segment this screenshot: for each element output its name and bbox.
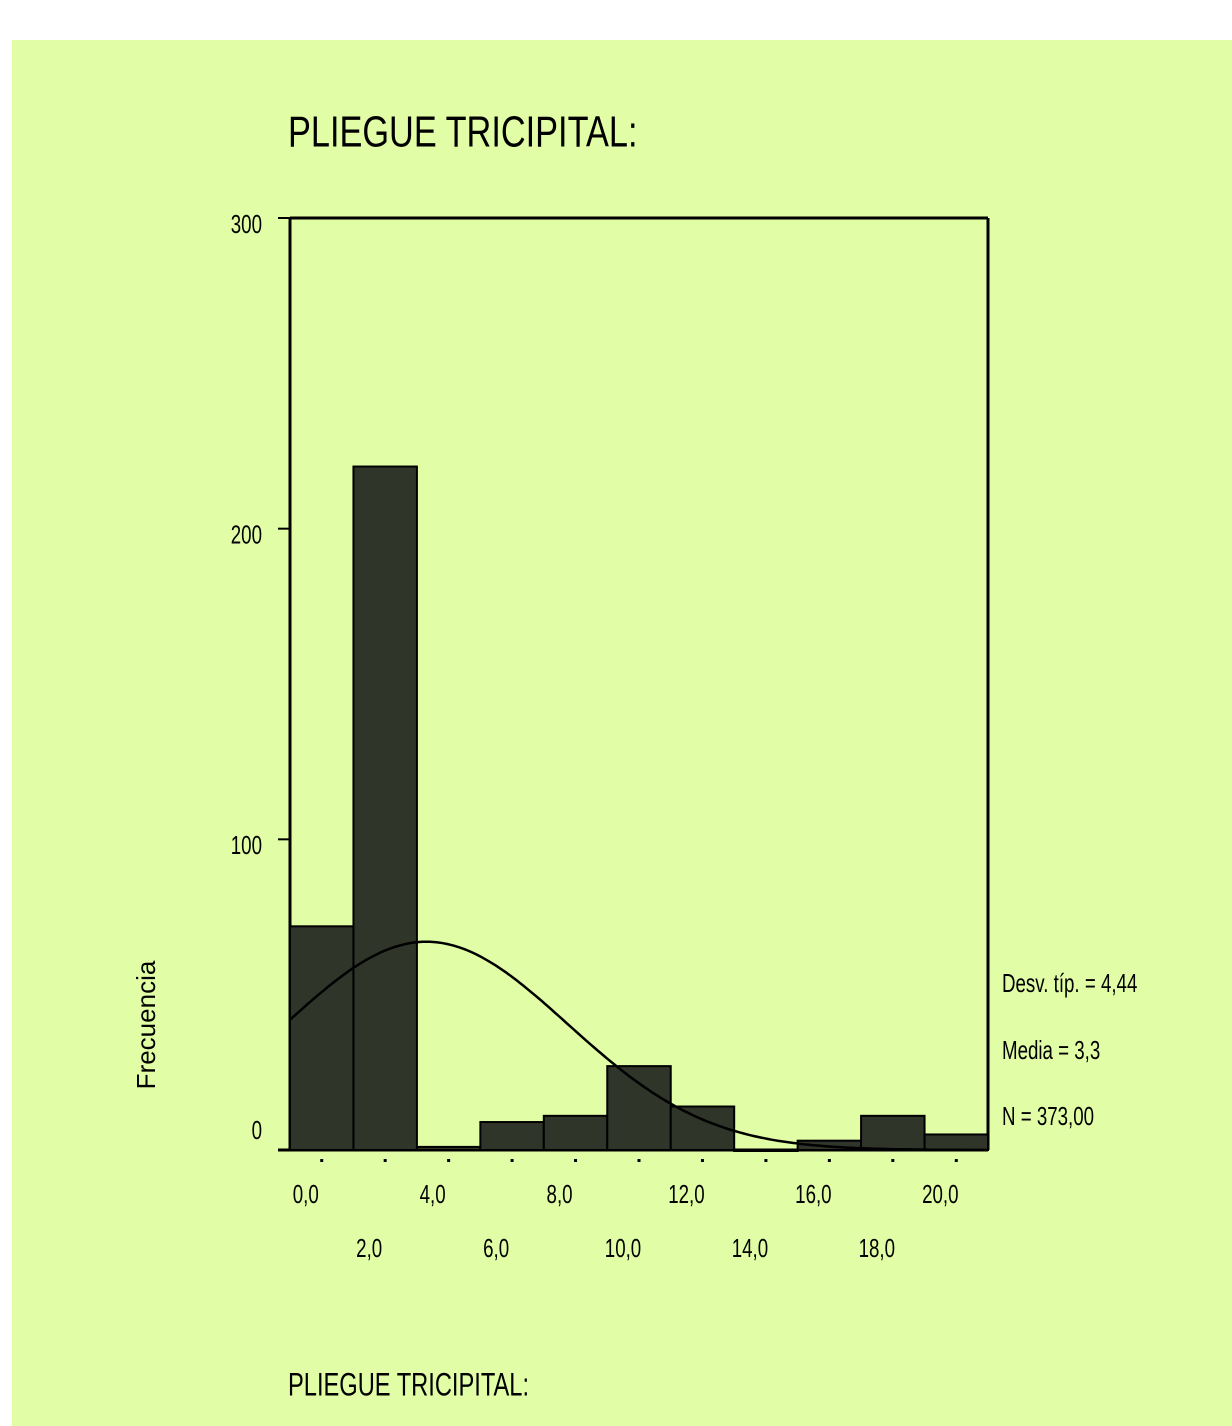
x-tick-label: 6,0: [483, 1233, 509, 1263]
x-tick-label: 16,0: [795, 1179, 831, 1209]
bar: [542, 1114, 609, 1151]
x-tick-label: 12,0: [668, 1179, 704, 1209]
x-tick: [574, 1159, 578, 1162]
x-tick: [827, 1159, 831, 1162]
bar: [289, 925, 355, 1151]
y-axis-label: Frecuencia: [131, 960, 161, 1089]
background: [12, 40, 1232, 1426]
x-tick-label: 4,0: [420, 1179, 446, 1209]
x-tick: [383, 1159, 387, 1162]
x-tick: [954, 1159, 958, 1162]
bar: [606, 1065, 672, 1151]
x-tick-label: 18,0: [859, 1233, 895, 1263]
y-tick-label: 100: [231, 830, 262, 860]
y-tick-label: 0: [252, 1115, 262, 1145]
x-tick: [891, 1159, 895, 1162]
x-tick-label: 20,0: [922, 1179, 958, 1209]
x-tick: [320, 1159, 324, 1162]
x-tick: [510, 1159, 514, 1162]
x-tick: [764, 1159, 768, 1162]
x-tick: [637, 1159, 641, 1162]
x-tick-label: 10,0: [605, 1233, 641, 1263]
bar: [860, 1114, 926, 1151]
bar: [923, 1133, 990, 1152]
stat-sd: Desv. típ. = 4,44: [1002, 968, 1137, 998]
x-tick-label: 14,0: [732, 1233, 768, 1263]
stat-mean: Media = 3,3: [1002, 1035, 1100, 1065]
x-tick-label: 0,0: [293, 1179, 319, 1209]
x-axis-label: PLIEGUE TRICIPITAL:: [288, 1367, 529, 1402]
y-tick-label: 300: [231, 209, 262, 239]
stat-n: N = 373,00: [1002, 1101, 1094, 1131]
bar: [352, 465, 418, 1151]
bar: [479, 1121, 545, 1152]
normal-curve: [289, 940, 988, 1152]
x-tick: [447, 1159, 451, 1162]
x-tick-label: 2,0: [356, 1233, 382, 1263]
chart-title: PLIEGUE TRICIPITAL:: [288, 108, 637, 157]
y-tick-label: 200: [231, 519, 262, 549]
x-tick: [700, 1159, 704, 1162]
bar: [415, 1145, 482, 1151]
x-tick-label: 8,0: [547, 1179, 573, 1209]
bar: [733, 1149, 799, 1152]
